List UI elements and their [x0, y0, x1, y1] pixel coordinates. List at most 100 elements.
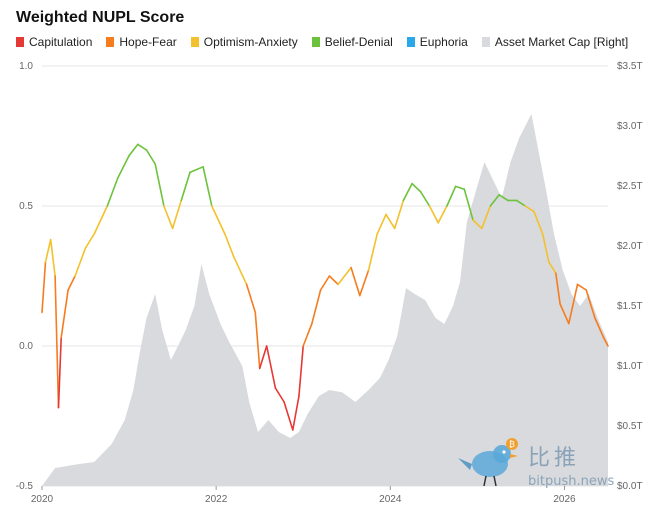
legend-item-optimism-anxiety[interactable]: Optimism-Anxiety — [190, 35, 298, 49]
nupl-segment-12 — [128, 143, 139, 157]
nupl-segment-61 — [554, 272, 561, 305]
nupl-segment-13 — [137, 143, 148, 151]
nupl-segment-10 — [106, 177, 119, 207]
y-right-tick-label-3: $2.0T — [617, 241, 643, 252]
bird-logo-icon: ₿ — [458, 438, 518, 487]
nupl-segment-53 — [489, 194, 501, 207]
y-right-tick-label-7: $0.0T — [617, 481, 643, 492]
y-right-tick-label-0: $3.5T — [617, 61, 643, 72]
nupl-segment-14 — [145, 149, 156, 165]
legend-label-belief-denial: Belief-Denial — [324, 35, 393, 49]
legend-swatch-hope-fear — [106, 37, 115, 47]
nupl-segment-5 — [60, 289, 69, 339]
nupl-segment-31 — [298, 345, 305, 398]
nupl-segment-29 — [283, 401, 294, 431]
x-tick-label-2: 2024 — [379, 494, 402, 505]
y-right-tick-label-2: $2.5T — [617, 181, 643, 192]
legend-label-capitulation: Capitulation — [29, 35, 93, 49]
nupl-segment-35 — [328, 275, 339, 286]
nupl-segment-4 — [57, 336, 63, 409]
legend-label-hope-fear: Hope-Fear — [119, 35, 177, 49]
nupl-segment-18 — [180, 171, 191, 202]
legend-item-capitulation[interactable]: Capitulation — [16, 35, 92, 49]
nupl-segment-41 — [385, 213, 396, 230]
chart-title: Weighted NUPL Score — [16, 9, 185, 26]
nupl-segment-38 — [358, 269, 370, 297]
legend-item-market-cap[interactable]: Asset Market Cap [Right] — [481, 35, 628, 49]
nupl-segment-64 — [576, 283, 588, 291]
nupl-segment-3 — [54, 275, 60, 409]
nupl-segment-62 — [559, 303, 570, 325]
nupl-segment-21 — [211, 205, 226, 235]
nupl-segment-56 — [515, 199, 527, 207]
nupl-segment-22 — [224, 233, 235, 258]
nupl-segment-39 — [367, 233, 379, 272]
nupl-segment-45 — [419, 191, 431, 207]
nupl-segment-49 — [454, 185, 466, 190]
nupl-segment-58 — [533, 210, 544, 235]
y-right-tick-label-4: $1.5T — [617, 301, 643, 312]
legend-swatch-belief-denial — [311, 37, 320, 47]
x-tick-label-3: 2026 — [553, 494, 576, 505]
legend-swatch-euphoria — [406, 37, 415, 47]
legend-item-hope-fear[interactable]: Hope-Fear — [106, 35, 177, 49]
nupl-segment-36 — [337, 266, 352, 286]
nupl-segment-48 — [446, 185, 457, 207]
x-tick-label-0: 2020 — [31, 494, 54, 505]
nupl-segment-46 — [428, 205, 440, 224]
y-axis-left: 1.0 0.5 0.0 -0.5 — [16, 61, 34, 492]
y-right-tick-label-5: $1.0T — [617, 361, 643, 372]
nupl-segment-15 — [154, 163, 165, 207]
nupl-segment-8 — [84, 233, 95, 249]
nupl-segment-27 — [265, 345, 277, 389]
legend-label-euphoria: Euphoria — [419, 35, 468, 49]
x-axis: 2020 2022 2024 2026 — [31, 486, 576, 505]
x-tick-label-1: 2022 — [205, 494, 228, 505]
legend-item-euphoria[interactable]: Euphoria — [406, 35, 468, 49]
legend-item-belief-denial[interactable]: Belief-Denial — [311, 35, 393, 49]
market-cap-area-path — [42, 114, 608, 486]
market-cap-area — [42, 114, 608, 486]
nupl-segment-20 — [202, 166, 213, 207]
nupl-segment-28 — [274, 387, 285, 403]
nupl-segment-24 — [245, 283, 257, 314]
legend-swatch-market-cap — [481, 37, 490, 47]
nupl-segment-33 — [311, 289, 322, 325]
nupl-series — [41, 143, 609, 431]
nupl-segment-67 — [602, 336, 609, 347]
nupl-segment-52 — [480, 205, 492, 230]
nupl-segment-32 — [302, 322, 313, 347]
nupl-segment-66 — [594, 317, 605, 339]
nupl-segment-6 — [67, 275, 76, 291]
nupl-segment-30 — [291, 395, 300, 431]
nupl-segment-23 — [232, 255, 248, 286]
legend: Capitulation Hope-Fear Optimism-Anxiety … — [16, 35, 628, 49]
y-right-tick-label-1: $3.0T — [617, 121, 643, 132]
nupl-segment-65 — [585, 289, 596, 319]
y-left-tick-label-1: 0.5 — [19, 201, 33, 212]
nupl-segment-60 — [547, 261, 557, 275]
watermark: ₿ 比推 bitpush.news — [456, 438, 646, 498]
watermark-url: bitpush.news — [528, 474, 615, 489]
nupl-segment-37 — [350, 266, 361, 297]
nupl-segment-16 — [163, 205, 174, 230]
nupl-segment-43 — [402, 182, 413, 202]
svg-text:₿: ₿ — [509, 440, 515, 449]
y-left-tick-label-2: 0.0 — [19, 341, 33, 352]
nupl-segment-2 — [49, 238, 56, 277]
nupl-segment-51 — [472, 219, 483, 230]
y-left-tick-label-0: 1.0 — [19, 61, 33, 72]
nupl-segment-7 — [74, 247, 87, 277]
legend-label-optimism-anxiety: Optimism-Anxiety — [203, 35, 298, 49]
legend-swatch-optimism-anxiety — [190, 37, 199, 47]
nupl-segment-1 — [44, 238, 52, 263]
legend-swatch-capitulation — [16, 37, 24, 47]
nupl-segment-57 — [524, 205, 535, 213]
nupl-segment-42 — [393, 199, 405, 230]
nupl-segment-34 — [319, 275, 331, 291]
nupl-segment-0 — [41, 261, 47, 314]
nupl-segment-59 — [541, 233, 550, 263]
nupl-segment-50 — [463, 188, 474, 221]
y-right-tick-label-6: $0.5T — [617, 421, 643, 432]
